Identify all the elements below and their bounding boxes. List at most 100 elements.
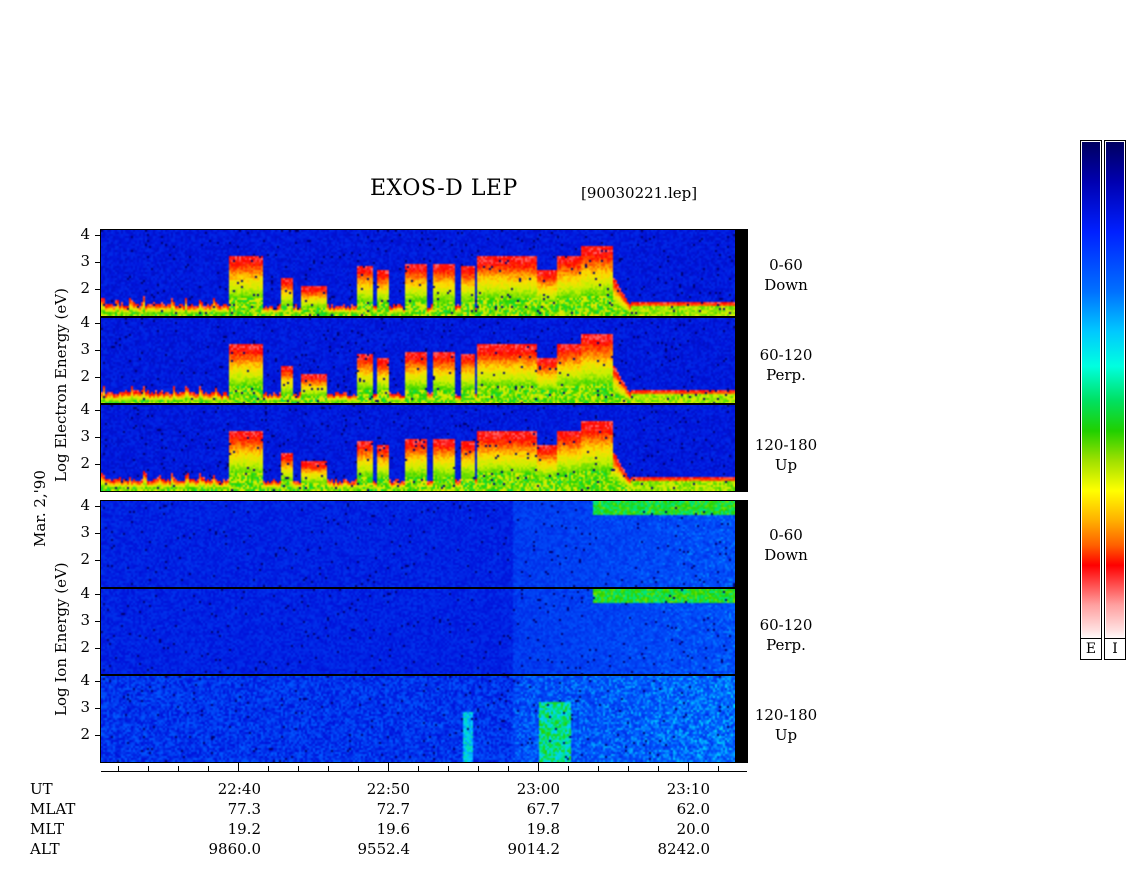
ut-tick-label: 22:50 [366, 780, 410, 798]
y-tick-label: 4 [80, 584, 90, 603]
y-tick-mark [95, 621, 100, 623]
electron-up-spectrogram [101, 405, 735, 491]
x-axis-line [101, 771, 747, 772]
y-tick-mark [95, 323, 100, 325]
y-tick-label: 2 [80, 367, 90, 386]
pitch-direction: Perp. [766, 366, 806, 384]
pitch-range: 60-120 [759, 616, 813, 634]
pitch-range: 120-180 [754, 706, 818, 724]
ut-tick-label: 22:40 [217, 780, 261, 798]
y-tick-mark [95, 681, 100, 683]
y-tick-mark [95, 506, 100, 508]
ion-perp-canvas [101, 589, 735, 675]
alt-value: 8242.0 [657, 840, 711, 858]
file-name: [90030221.lep] [581, 184, 698, 202]
pitch-direction: Up [774, 456, 798, 474]
panel-separator [101, 587, 735, 589]
electron-ylabel: Log Electron Energy (eV) [52, 288, 70, 482]
row-label-mlat: MLAT [30, 800, 76, 818]
mlt-value: 20.0 [676, 820, 710, 838]
y-tick-mark [95, 648, 100, 650]
pitch-label-i-down: 0-60 Down [748, 525, 824, 565]
electron-up-canvas [101, 405, 735, 491]
ion-down-spectrogram [101, 501, 735, 587]
alt-value: 9860.0 [208, 840, 262, 858]
y-tick-label: 2 [80, 279, 90, 298]
colorbar-label: E [1081, 638, 1101, 659]
y-tick-label: 2 [80, 454, 90, 473]
y-tick-mark [95, 735, 100, 737]
x-tick-mark [358, 766, 359, 771]
mlat-value: 67.7 [526, 800, 560, 818]
electron-perp-canvas [101, 318, 735, 404]
colorbar-gradient [1106, 142, 1124, 640]
date-label: Mar. 2,'90 [31, 470, 49, 547]
colorbar-label: I [1105, 638, 1125, 659]
pitch-direction: Down [764, 546, 808, 564]
pitch-range: 60-120 [759, 346, 813, 364]
y-tick-mark [95, 708, 100, 710]
pitch-direction: Perp. [766, 636, 806, 654]
y-tick-label: 3 [80, 698, 90, 717]
x-tick-mark [568, 766, 569, 771]
ut-tick-label: 23:00 [516, 780, 560, 798]
pitch-range: 0-60 [769, 256, 803, 274]
y-tick-mark [95, 533, 100, 535]
y-tick-mark [95, 560, 100, 562]
electron-data-gap [735, 230, 747, 491]
ion-up-canvas [101, 676, 735, 762]
y-tick-mark [95, 262, 100, 264]
ion-down-canvas [101, 501, 735, 587]
x-tick-mark [448, 766, 449, 771]
electron-down-canvas [101, 230, 735, 316]
pitch-label-e-down: 0-60 Down [748, 255, 824, 295]
y-tick-mark [95, 464, 100, 466]
panel-separator [101, 403, 735, 405]
electron-perp-spectrogram [101, 318, 735, 404]
y-tick-mark [95, 594, 100, 596]
mlt-value: 19.8 [526, 820, 560, 838]
y-tick-label: 2 [80, 725, 90, 744]
x-tick-mark [298, 766, 299, 771]
x-tick-mark [148, 766, 149, 771]
pitch-range: 0-60 [769, 526, 803, 544]
pitch-label-i-up: 120-180 Up [748, 705, 824, 745]
panel-separator [101, 674, 735, 676]
row-label-ut: UT [30, 780, 53, 798]
ion-ylabel: Log Ion Energy (eV) [52, 562, 70, 716]
y-tick-label: 4 [80, 313, 90, 332]
y-tick-mark [95, 350, 100, 352]
x-tick-mark [328, 766, 329, 771]
y-tick-label: 3 [80, 252, 90, 271]
x-tick-mark [718, 766, 719, 771]
ion-data-gap [735, 501, 747, 762]
ion-colorbar: I [1104, 140, 1126, 660]
x-tick-mark [508, 766, 509, 771]
pitch-range: 120-180 [754, 436, 818, 454]
ion-perp-spectrogram [101, 589, 735, 675]
pitch-direction: Down [764, 276, 808, 294]
y-tick-mark [95, 410, 100, 412]
y-tick-label: 4 [80, 400, 90, 419]
colorbar-gradient [1082, 142, 1100, 640]
x-tick-mark [208, 766, 209, 771]
x-tick-mark [388, 763, 389, 771]
y-tick-mark [95, 235, 100, 237]
alt-value: 9014.2 [507, 840, 561, 858]
pitch-direction: Up [774, 726, 798, 744]
y-tick-label: 3 [80, 611, 90, 630]
y-tick-label: 3 [80, 427, 90, 446]
row-label-alt: ALT [30, 840, 60, 858]
mlt-value: 19.6 [376, 820, 410, 838]
y-tick-label: 4 [80, 671, 90, 690]
ion-up-spectrogram [101, 676, 735, 762]
electron-colorbar: E [1080, 140, 1102, 660]
pitch-label-e-up: 120-180 Up [748, 435, 824, 475]
electron-down-spectrogram [101, 230, 735, 316]
ut-tick-label: 23:10 [666, 780, 710, 798]
mlt-value: 19.2 [227, 820, 261, 838]
x-tick-mark [178, 766, 179, 771]
electron-frame [100, 229, 748, 492]
x-tick-mark [538, 763, 539, 771]
x-tick-mark [418, 766, 419, 771]
